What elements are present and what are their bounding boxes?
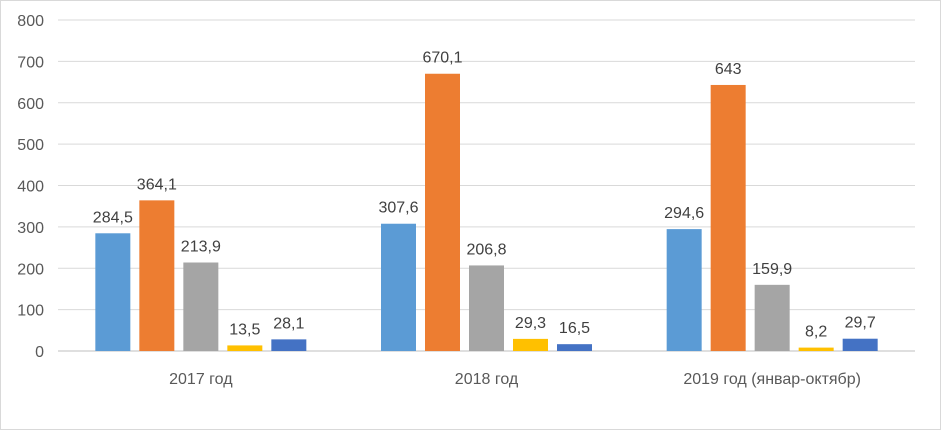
x-category-label: 2019 год (январ-октябр): [683, 371, 861, 388]
y-tick-label: 0: [35, 344, 44, 361]
data-label-5-1: 28,1: [273, 315, 304, 332]
data-label-4-3: 8,2: [805, 324, 827, 341]
data-label-2-1: 364,1: [137, 176, 177, 193]
data-label-1-1: 284,5: [93, 209, 133, 226]
bar-1-2: [381, 223, 416, 351]
data-label-3-3: 159,9: [752, 261, 792, 278]
data-label-2-2: 670,1: [422, 50, 462, 67]
data-label-3-1: 213,9: [181, 238, 221, 255]
bar-4-2: [513, 338, 548, 351]
y-tick-label: 800: [17, 13, 44, 30]
y-axis-ticks: 0 100 200 300 400 500 600 700 800: [17, 13, 44, 361]
x-category-label: 2017 год: [169, 371, 233, 388]
bar-5-3: [842, 338, 878, 351]
bar-5-1: [271, 339, 307, 351]
bar-2-3: [710, 84, 746, 352]
bars: [95, 73, 878, 352]
bar-3-3: [754, 284, 790, 351]
data-label-4-2: 29,3: [515, 315, 546, 332]
bar-2-2: [425, 73, 460, 351]
bar-1-1: [95, 233, 131, 351]
y-tick-label: 100: [17, 303, 44, 320]
y-tick-label: 700: [17, 54, 44, 71]
y-tick-label: 500: [17, 137, 44, 154]
data-label-4-1: 13,5: [229, 321, 260, 338]
data-label-1-2: 307,6: [378, 200, 418, 217]
bar-3-2: [469, 265, 504, 351]
data-label-5-2: 16,5: [559, 320, 590, 337]
y-tick-label: 300: [17, 220, 44, 237]
bar-1-3: [666, 229, 702, 351]
y-tick-label: 400: [17, 179, 44, 196]
y-tick-label: 600: [17, 96, 44, 113]
x-axis: 2017 год 2018 год 2019 год (январ-октябр): [169, 371, 861, 388]
bar-4-3: [798, 347, 834, 351]
bar-5-2: [557, 344, 592, 351]
data-label-5-3: 29,7: [845, 315, 876, 332]
bar-3-1: [183, 262, 219, 351]
bar-2-1: [139, 200, 175, 351]
bar-4-1: [227, 345, 263, 351]
y-tick-label: 200: [17, 261, 44, 278]
data-label-2-3: 643: [715, 61, 742, 78]
x-category-label: 2018 год: [455, 371, 519, 388]
data-label-3-2: 206,8: [466, 241, 506, 258]
data-label-1-3: 294,6: [664, 205, 704, 222]
